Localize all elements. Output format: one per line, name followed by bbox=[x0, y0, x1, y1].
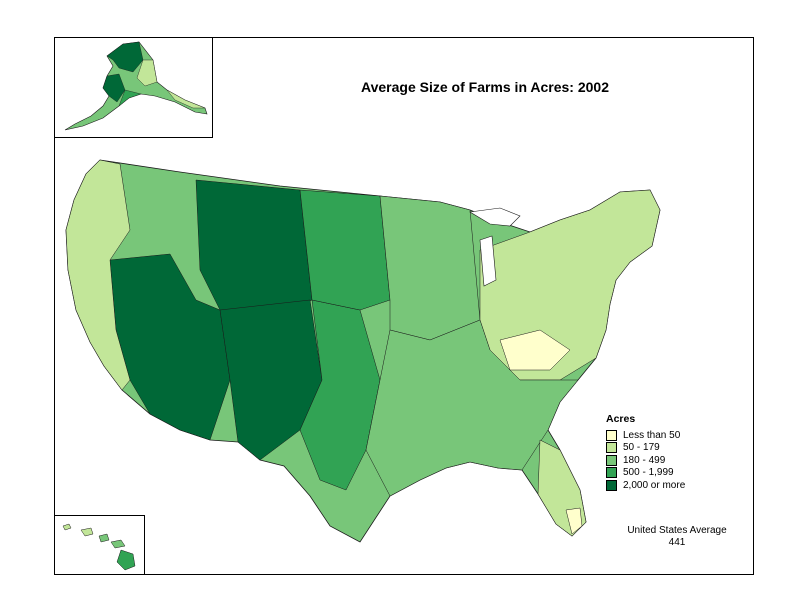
legend-item-180-499: 180 - 499 bbox=[606, 454, 685, 467]
region-northern-plains bbox=[299, 189, 391, 311]
legend-label: 2,000 or more bbox=[623, 479, 686, 491]
legend-label: 50 - 179 bbox=[623, 442, 660, 454]
legend: Acres Less than 50 50 - 179 180 - 499 50… bbox=[606, 413, 685, 492]
legend-swatch bbox=[606, 442, 617, 454]
region-southern-plains bbox=[299, 299, 381, 491]
hawaii-map bbox=[62, 523, 136, 571]
legend-label: 180 - 499 bbox=[623, 454, 666, 466]
legend-item-less-than-50: Less than 50 bbox=[606, 429, 685, 442]
alaska-inset bbox=[54, 37, 213, 138]
us-average-label: United States Average bbox=[627, 525, 727, 536]
legend-swatch bbox=[606, 467, 617, 479]
lake-michigan bbox=[479, 235, 497, 287]
region-south-florida bbox=[565, 507, 583, 535]
region-south bbox=[365, 319, 579, 497]
legend-label: Less than 50 bbox=[623, 429, 681, 441]
us-average-value: 441 bbox=[668, 537, 686, 548]
map-title: Average Size of Farms in Acres: 2002 bbox=[361, 79, 609, 95]
legend-swatch bbox=[606, 429, 617, 441]
region-pacific-coast bbox=[65, 159, 131, 391]
region-southwest bbox=[219, 299, 323, 461]
lake-superior bbox=[469, 207, 521, 227]
legend-swatch bbox=[606, 454, 617, 466]
hawaii-inset bbox=[54, 515, 145, 575]
alaska-map bbox=[64, 41, 208, 131]
legend-item-2000-or-more: 2,000 or more bbox=[606, 479, 685, 492]
legend-item-500-1999: 500 - 1,999 bbox=[606, 467, 685, 480]
region-northern-rockies bbox=[195, 179, 313, 319]
contiguous-us-map bbox=[65, 159, 661, 543]
legend-title: Acres bbox=[606, 413, 636, 425]
region-midwest bbox=[379, 195, 481, 341]
region-kentucky-tennessee bbox=[499, 329, 571, 371]
us-average: United States Average 441 bbox=[612, 525, 742, 549]
legend-swatch bbox=[606, 479, 617, 491]
legend-item-50-179: 50 - 179 bbox=[606, 442, 685, 455]
legend-label: 500 - 1,999 bbox=[623, 467, 674, 479]
